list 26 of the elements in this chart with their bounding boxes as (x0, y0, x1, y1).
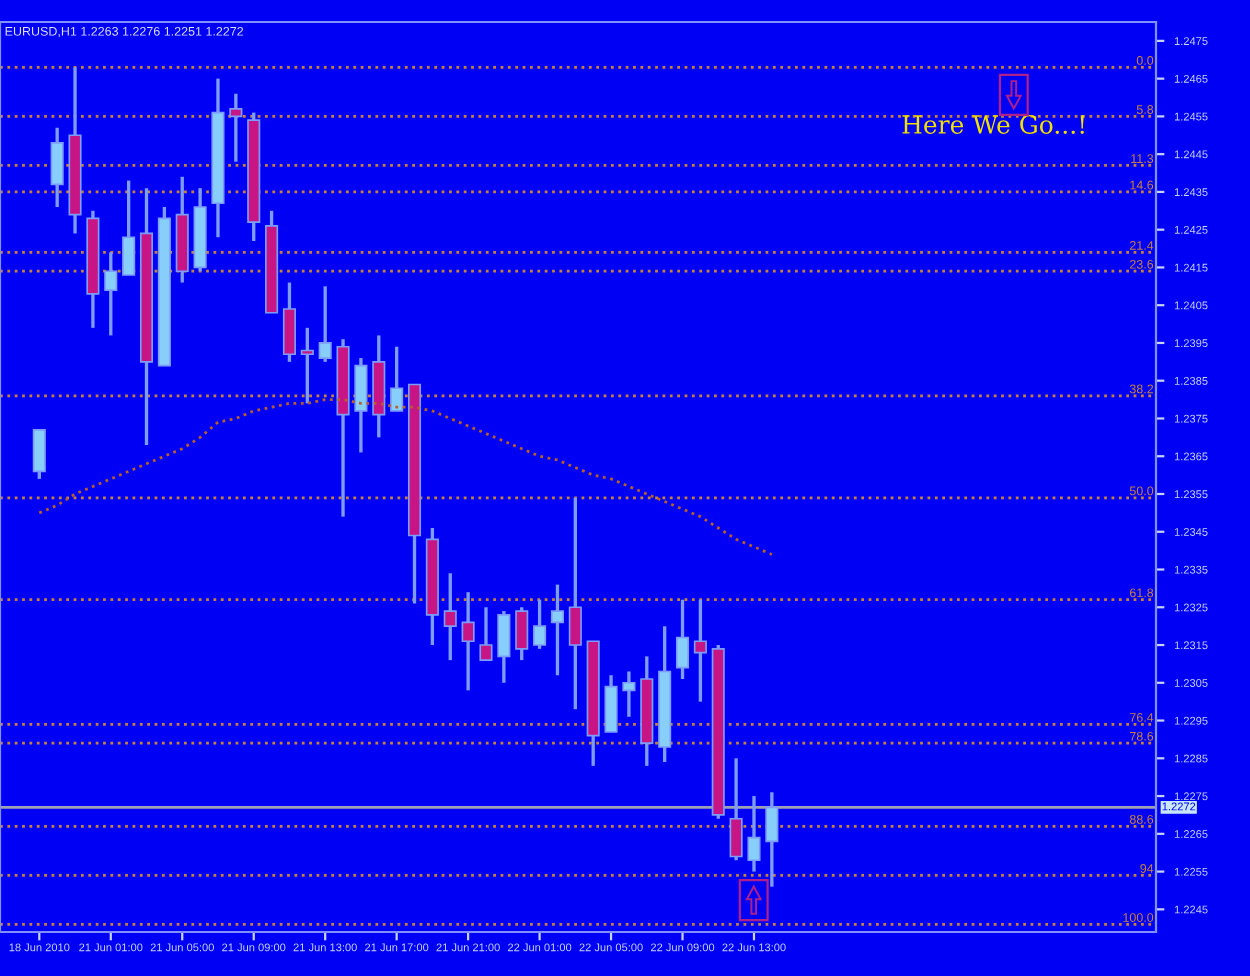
candlestick (443, 571, 457, 662)
candlestick (729, 756, 743, 862)
candlestick (390, 345, 404, 413)
text: Here We Go...! (902, 114, 1084, 134)
candlestick (604, 673, 618, 734)
candlestick (568, 496, 582, 711)
candlestick (479, 605, 493, 662)
candlestick (675, 598, 690, 681)
candlestick (32, 428, 46, 481)
candlestick (515, 605, 529, 662)
candlestick (300, 326, 314, 406)
candlestick (747, 794, 761, 874)
candlestick (318, 284, 332, 364)
candlestick (533, 598, 547, 651)
candlestick (104, 250, 118, 338)
candlestick (50, 126, 64, 209)
candlestick (693, 598, 707, 704)
candlestick (122, 178, 136, 277)
candlestick (461, 590, 475, 693)
candlestick (229, 92, 243, 164)
candlestick (354, 356, 368, 455)
candlestick (497, 609, 511, 685)
candlestick (622, 669, 636, 719)
candlestick (550, 582, 565, 677)
candlestick (765, 790, 779, 889)
candlestick (282, 280, 296, 364)
